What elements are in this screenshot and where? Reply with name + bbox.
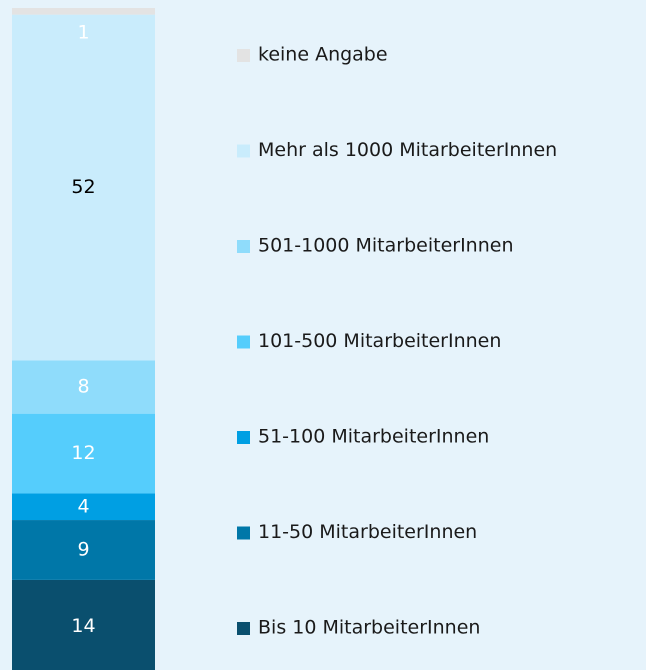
legend-swatch <box>237 622 250 635</box>
legend-swatch <box>237 49 250 62</box>
data-label: 9 <box>77 538 89 560</box>
bar-segment <box>12 8 155 15</box>
bar-segment <box>12 520 155 580</box>
legend-label: 101-500 MitarbeiterInnen <box>258 330 501 352</box>
legend-swatch <box>237 526 250 540</box>
data-label: 8 <box>77 376 89 398</box>
bar-segment <box>12 413 155 494</box>
bar-segment <box>12 360 155 414</box>
bar-segment <box>12 579 155 670</box>
bar-segment <box>12 493 155 521</box>
data-label: 12 <box>71 442 95 464</box>
bar-segment <box>12 14 155 361</box>
data-label: 4 <box>77 495 89 517</box>
legend-label: 501-1000 MitarbeiterInnen <box>258 235 514 257</box>
legend-swatch <box>237 144 250 158</box>
data-label: 14 <box>71 615 95 637</box>
data-label: 1 <box>77 22 89 44</box>
legend-label: Mehr als 1000 MitarbeiterInnen <box>258 139 557 161</box>
legend-label: 11-50 MitarbeiterInnen <box>258 521 477 543</box>
legend-label: 51-100 MitarbeiterInnen <box>258 426 489 448</box>
legend-swatch <box>237 335 250 349</box>
legend-swatch <box>237 240 250 253</box>
legend-label: Bis 10 MitarbeiterInnen <box>258 617 480 639</box>
data-label: 52 <box>71 176 95 198</box>
legend-label: keine Angabe <box>258 44 388 66</box>
legend-swatch <box>237 431 250 444</box>
